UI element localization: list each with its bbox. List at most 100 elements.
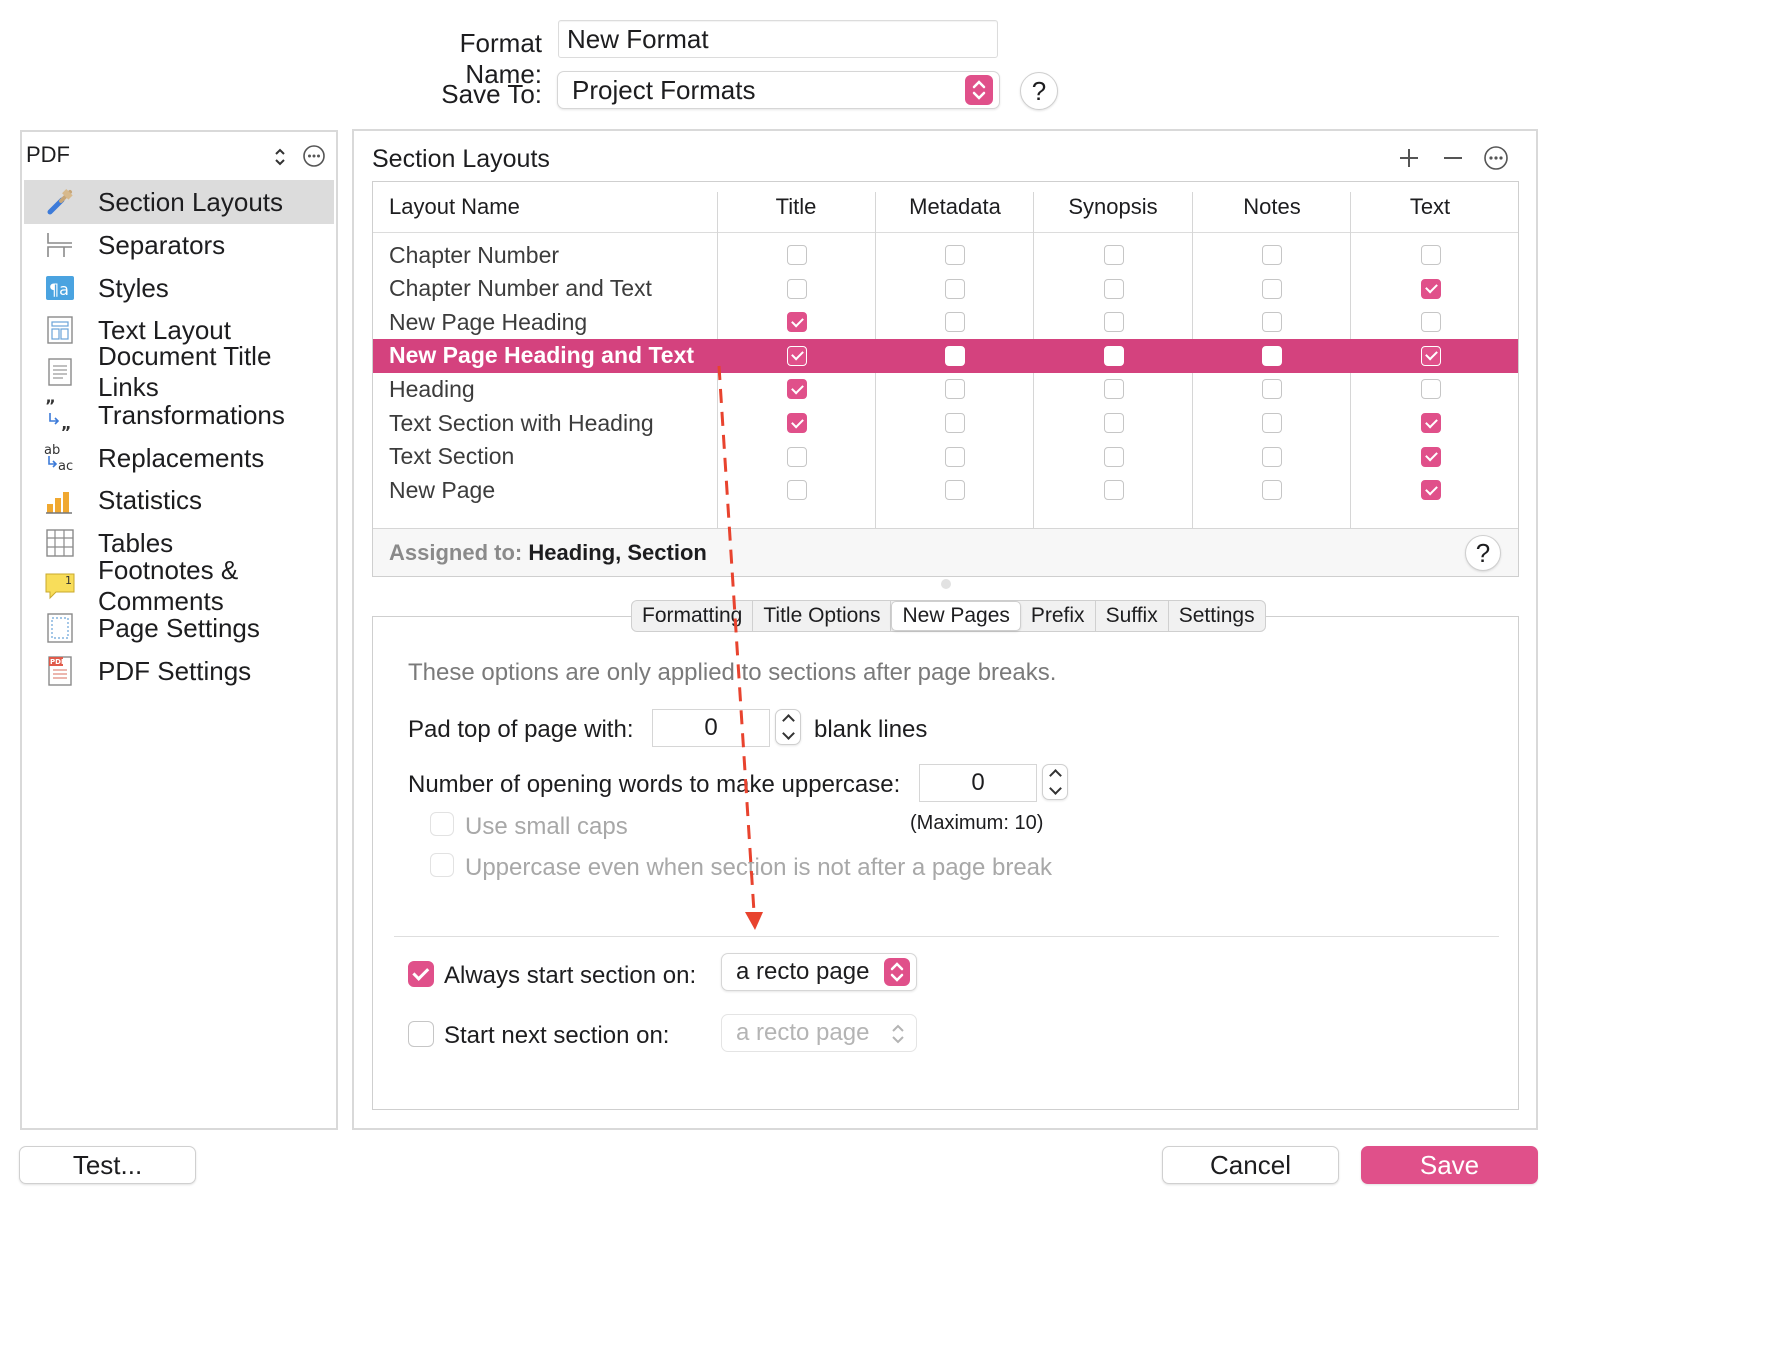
table-row[interactable]: Chapter Number: [373, 238, 1518, 272]
tab-suffix[interactable]: Suffix: [1096, 601, 1169, 631]
save-to-select[interactable]: Project Formats: [557, 71, 1000, 109]
always-start-select[interactable]: a recto page: [721, 953, 917, 991]
text-checkbox[interactable]: [1421, 245, 1441, 265]
pad-top-label: Pad top of page with:: [408, 716, 634, 743]
synopsis-checkbox[interactable]: [1104, 278, 1124, 299]
format-type-chevrons-icon[interactable]: [270, 144, 290, 170]
notes-checkbox[interactable]: [1262, 345, 1282, 366]
small-caps-checkbox[interactable]: [430, 812, 454, 836]
metadata-checkbox[interactable]: [945, 379, 965, 400]
metadata-checkbox[interactable]: [945, 312, 965, 333]
sidebar-more-icon[interactable]: [302, 144, 326, 168]
sidebar-item-styles[interactable]: ¶a Styles: [24, 266, 334, 310]
metadata-checkbox[interactable]: [945, 245, 965, 265]
maximum-note: (Maximum: 10): [910, 812, 1044, 834]
metadata-checkbox[interactable]: [945, 480, 965, 501]
synopsis-checkbox[interactable]: [1104, 480, 1124, 501]
sidebar-item-replacements[interactable]: ab ac Replacements: [24, 436, 334, 480]
metadata-checkbox[interactable]: [945, 278, 965, 299]
sidebar-item-text-layout[interactable]: Text Layout: [24, 308, 334, 352]
assigned-help-button[interactable]: ?: [1465, 535, 1501, 571]
uppercase-input[interactable]: 0: [919, 764, 1037, 802]
sidebar-item-separators[interactable]: Separators: [24, 223, 334, 267]
notes-checkbox[interactable]: [1262, 379, 1282, 400]
title-checkbox[interactable]: [787, 345, 807, 366]
table-row[interactable]: Heading: [373, 372, 1518, 406]
column-header-notes[interactable]: Notes: [1243, 194, 1301, 219]
split-handle[interactable]: [941, 579, 951, 589]
title-checkbox[interactable]: [787, 379, 807, 400]
table-row[interactable]: New Page Heading: [373, 305, 1518, 339]
column-header-metadata[interactable]: Metadata: [909, 194, 1001, 219]
synopsis-checkbox[interactable]: [1104, 312, 1124, 333]
title-checkbox[interactable]: [787, 245, 807, 265]
metadata-checkbox[interactable]: [945, 446, 965, 467]
notes-checkbox[interactable]: [1262, 413, 1282, 433]
tab-title-options[interactable]: Title Options: [753, 601, 892, 631]
metadata-checkbox[interactable]: [945, 413, 965, 433]
synopsis-checkbox[interactable]: [1104, 446, 1124, 467]
remove-icon[interactable]: [1441, 146, 1465, 170]
tab-formatting[interactable]: Formatting: [632, 601, 754, 631]
title-checkbox[interactable]: [787, 278, 807, 299]
uppercase-always-label: Uppercase even when section is not after…: [465, 854, 1053, 881]
tab-new-pages[interactable]: New Pages: [891, 601, 1021, 631]
title-checkbox[interactable]: [787, 480, 807, 501]
table-row[interactable]: Chapter Number and Text: [373, 272, 1518, 306]
text-checkbox[interactable]: [1421, 413, 1441, 433]
table-row[interactable]: Text Section with Heading: [373, 406, 1518, 440]
test-button[interactable]: Test...: [19, 1146, 196, 1184]
format-name-field[interactable]: New Format: [558, 20, 998, 58]
title-checkbox[interactable]: [787, 413, 807, 433]
pad-top-stepper[interactable]: [775, 709, 801, 745]
notes-checkbox[interactable]: [1262, 446, 1282, 467]
start-next-select[interactable]: a recto page: [721, 1014, 917, 1052]
sidebar-item-label: Footnotes & Comments: [98, 555, 239, 616]
column-header-synopsis[interactable]: Synopsis: [1068, 194, 1158, 219]
text-checkbox[interactable]: [1421, 278, 1441, 299]
sidebar-item-transformations[interactable]: ” „ Transformations: [24, 393, 334, 437]
text-checkbox[interactable]: [1421, 312, 1441, 333]
save-button[interactable]: Save: [1361, 1146, 1538, 1184]
column-header-text[interactable]: Text: [1409, 194, 1451, 219]
sidebar-item-document-title-links[interactable]: Document Title Links: [24, 341, 334, 402]
sidebar-item-pdf-settings[interactable]: PDF PDF Settings: [24, 649, 334, 693]
notes-checkbox[interactable]: [1262, 480, 1282, 501]
synopsis-checkbox[interactable]: [1104, 345, 1124, 366]
synopsis-checkbox[interactable]: [1104, 379, 1124, 400]
text-checkbox[interactable]: [1421, 345, 1441, 366]
notes-checkbox[interactable]: [1262, 278, 1282, 299]
more-options-icon[interactable]: [1483, 145, 1509, 171]
pad-top-input[interactable]: 0: [652, 709, 770, 747]
table-row[interactable]: New Page Heading and Text: [373, 338, 1518, 373]
uppercase-label: Number of opening words to make uppercas…: [408, 771, 901, 798]
always-start-checkbox[interactable]: [408, 961, 434, 987]
metadata-checkbox[interactable]: [945, 345, 965, 366]
synopsis-checkbox[interactable]: [1104, 245, 1124, 265]
help-button[interactable]: ?: [1020, 72, 1058, 110]
column-header-title[interactable]: Title: [775, 194, 817, 219]
sidebar-item-tables[interactable]: Tables: [24, 521, 334, 565]
notes-checkbox[interactable]: [1262, 312, 1282, 333]
table-row[interactable]: New Page: [373, 473, 1518, 507]
table-row[interactable]: Text Section: [373, 440, 1518, 474]
text-checkbox[interactable]: [1421, 446, 1441, 467]
uppercase-always-checkbox[interactable]: [430, 853, 454, 877]
notes-checkbox[interactable]: [1262, 245, 1282, 265]
text-checkbox[interactable]: [1421, 480, 1441, 501]
tab-prefix[interactable]: Prefix: [1021, 601, 1096, 631]
synopsis-checkbox[interactable]: [1104, 413, 1124, 433]
text-checkbox[interactable]: [1421, 379, 1441, 400]
title-checkbox[interactable]: [787, 312, 807, 333]
sidebar-item-footnotes-comments[interactable]: 1 Footnotes & Comments: [24, 555, 334, 616]
add-icon[interactable]: [1397, 146, 1421, 170]
tab-settings[interactable]: Settings: [1178, 604, 1255, 627]
cancel-button[interactable]: Cancel: [1162, 1146, 1339, 1184]
sidebar-item-section-layouts[interactable]: Section Layouts: [24, 180, 334, 224]
column-header-layout-name[interactable]: Layout Name: [389, 194, 520, 219]
start-next-checkbox[interactable]: [408, 1021, 434, 1047]
sidebar-item-statistics[interactable]: Statistics: [24, 478, 334, 522]
title-checkbox[interactable]: [787, 446, 807, 467]
uppercase-stepper[interactable]: [1042, 764, 1068, 800]
sidebar-item-page-settings[interactable]: Page Settings: [24, 606, 334, 650]
